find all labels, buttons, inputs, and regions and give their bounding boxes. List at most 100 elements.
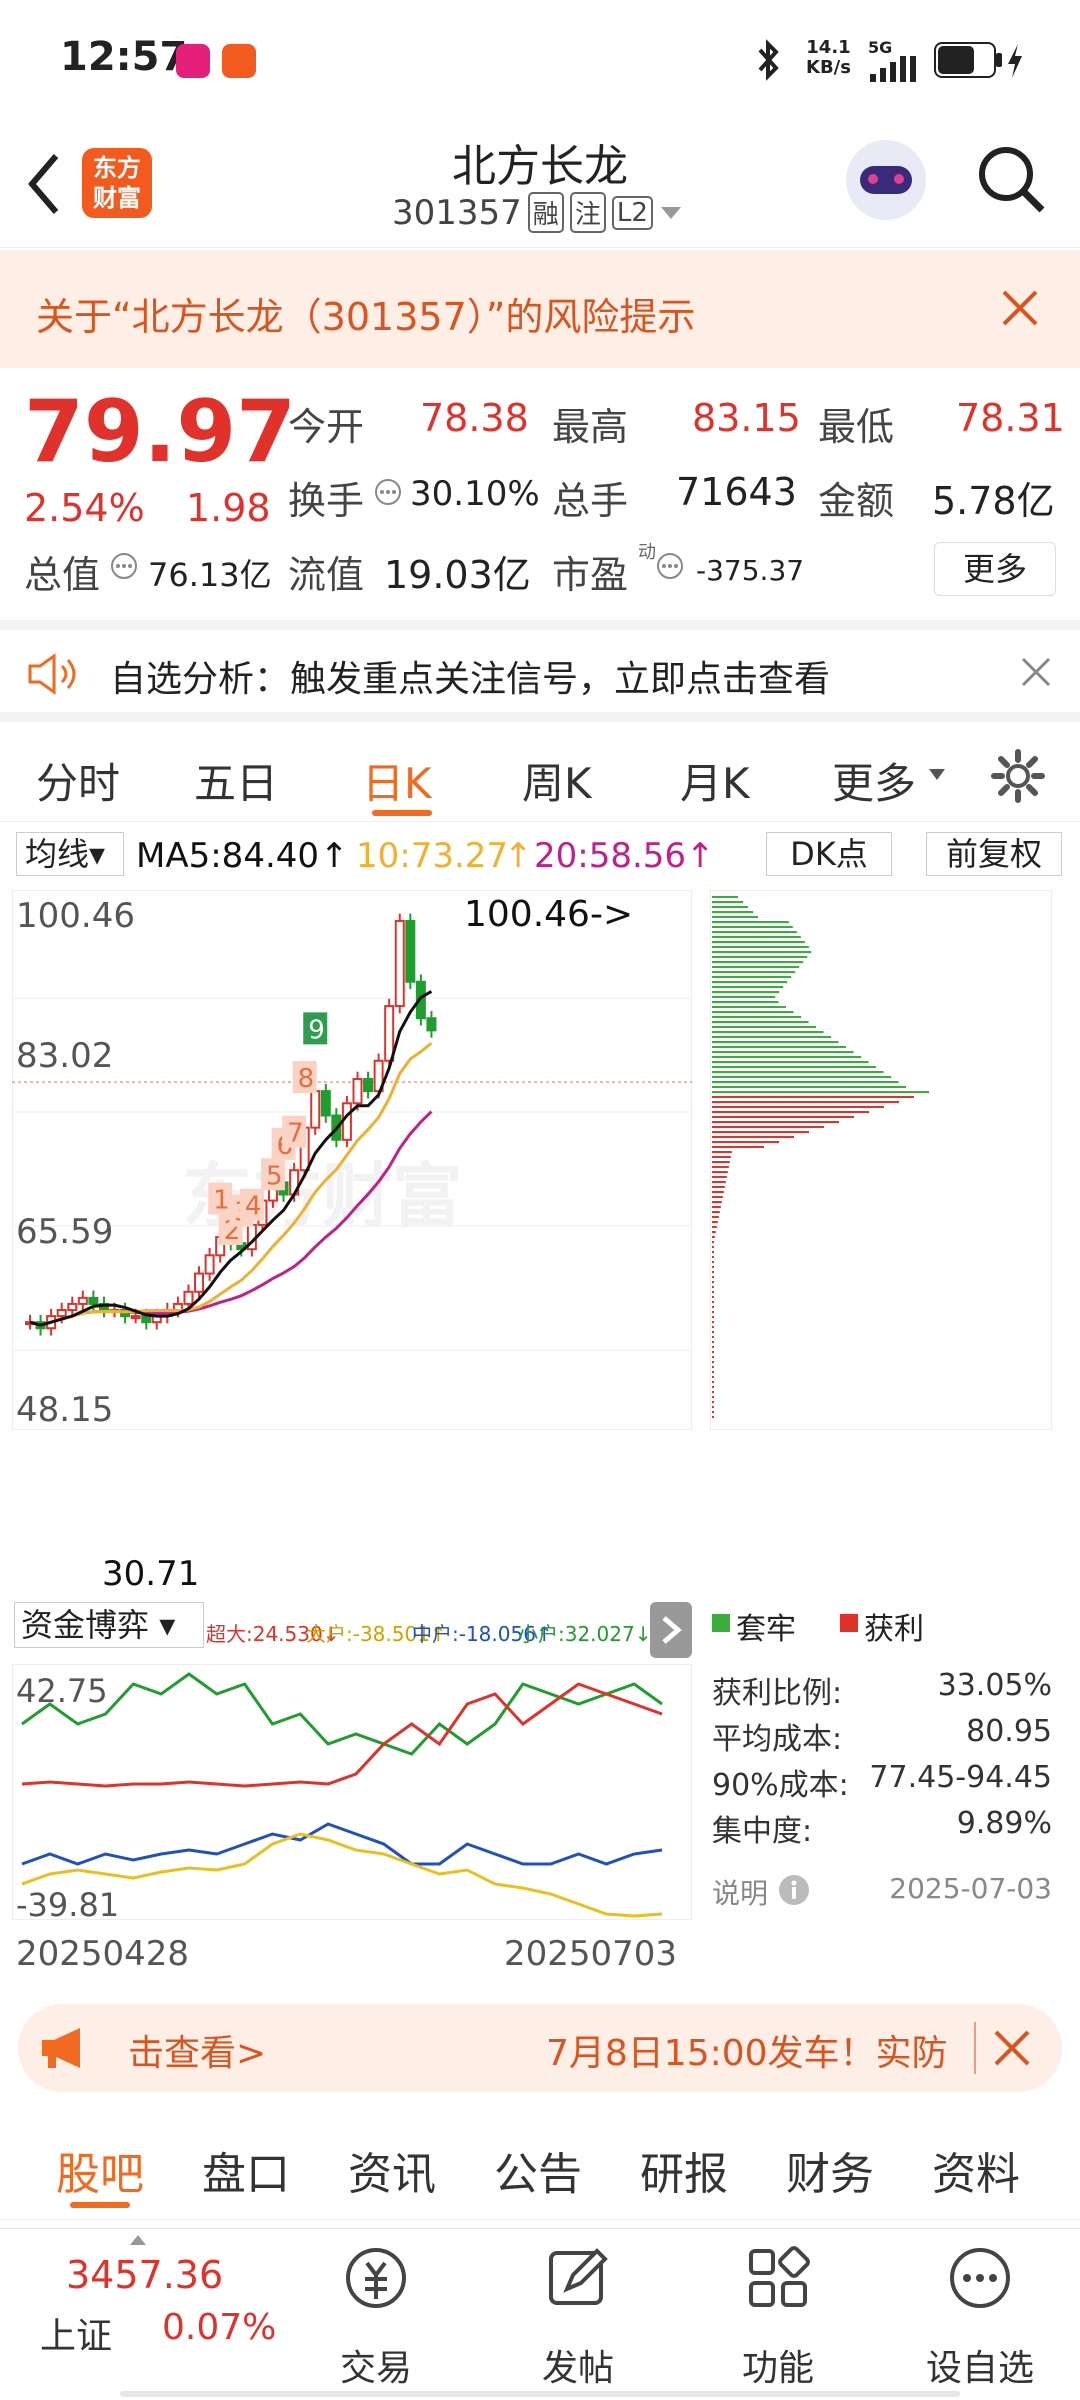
chip-row-label: 90%成本: — [712, 1768, 849, 1803]
gesture-bar — [120, 2391, 960, 2397]
chip-bar — [712, 1276, 714, 1278]
candle — [363, 1078, 374, 1093]
analysis-notice[interactable]: 自选分析：触发重点关注信号，立即点击查看 — [0, 620, 1080, 722]
kline-chart[interactable]: 东方财富 123456789 — [12, 890, 692, 1430]
promo-banner[interactable]: 击查看> 7月8日15:00发车！实防 — [18, 2004, 1062, 2092]
fund-flow-select[interactable]: 资金博弈 ▾ — [14, 1602, 204, 1648]
search-icon[interactable] — [976, 144, 1048, 216]
chip-bar — [712, 1391, 714, 1393]
robot-assistant-icon[interactable] — [846, 140, 926, 220]
chip-bar — [712, 916, 758, 918]
tab-forum[interactable]: 股吧 — [56, 2149, 144, 2200]
grid-icon — [749, 2246, 810, 2307]
tab-five-day[interactable]: 五日 — [194, 759, 279, 808]
tab-more[interactable]: 更多 — [832, 759, 917, 808]
tab-monthly-k[interactable]: 月K — [680, 759, 750, 808]
risk-banner-text[interactable]: 关于“北方长龙（301357）”的风险提示 — [36, 295, 696, 339]
brand-logo[interactable]: 东方 财富 — [82, 148, 152, 218]
more-button[interactable]: 更多 — [934, 542, 1056, 596]
chip-bar — [712, 1076, 891, 1078]
tab-order-book[interactable]: 盘口 — [202, 2149, 290, 2200]
flow-y-bottom: -39.81 — [16, 1886, 120, 1924]
change-value: 1.98 — [186, 486, 271, 530]
info-circle-icon[interactable] — [374, 478, 402, 506]
chip-bar — [712, 1286, 714, 1288]
low-value: 78.31 — [956, 396, 1065, 440]
chip-bar — [712, 1061, 869, 1063]
chip-bar — [712, 1161, 730, 1163]
stock-code: 301357 — [392, 192, 522, 233]
risk-banner[interactable]: 关于“北方长龙（301357）”的风险提示 — [0, 250, 1080, 368]
expand-arrow-icon[interactable] — [130, 2235, 146, 2245]
y-axis-label: 100.46 — [16, 896, 135, 936]
chip-bar — [712, 961, 804, 963]
tab-profile[interactable]: 资料 — [932, 2149, 1020, 2200]
app-notification-icon — [176, 44, 210, 78]
close-icon[interactable] — [1020, 656, 1052, 688]
ma-select[interactable]: 均线▾ — [16, 832, 124, 876]
tab-daily-k[interactable]: 日K — [362, 759, 432, 808]
close-icon[interactable] — [1000, 288, 1040, 328]
profit-legend-swatch — [840, 1614, 858, 1632]
app-notification-icon — [222, 44, 256, 78]
notice-text[interactable]: 自选分析：触发重点关注信号，立即点击查看 — [110, 659, 831, 700]
chip-bar — [712, 956, 808, 958]
chip-bar — [712, 1021, 809, 1023]
status-bar: 12:57 14.1 KB/s 5G — [0, 0, 1080, 120]
tab-financials[interactable]: 财务 — [786, 2149, 874, 2200]
chip-bar — [712, 1126, 824, 1128]
chip-bar — [712, 966, 800, 968]
chip-bar — [712, 1266, 714, 1268]
candle — [141, 1315, 152, 1324]
info-circle-icon[interactable] — [110, 552, 138, 580]
index-value[interactable]: 3457.36 — [66, 2253, 224, 2297]
adjust-price-button[interactable]: 前复权 — [926, 832, 1062, 876]
stock-code-row[interactable]: 301357 融 注 L2 — [392, 192, 683, 233]
close-icon[interactable] — [992, 2028, 1032, 2068]
nav-post[interactable]: 发帖 — [518, 2229, 638, 2389]
chip-row-value: 9.89% — [956, 1806, 1052, 1841]
promo-right-text[interactable]: 7月8日15:00发车！实防 — [546, 2033, 948, 2074]
open-label: 今开 — [288, 405, 365, 449]
chip-distribution-chart[interactable] — [710, 890, 1052, 1430]
turnover-label: 换手 — [288, 479, 365, 523]
network-speed: 14.1 KB/s — [806, 37, 851, 78]
ma10-value: 10:73.27 — [356, 836, 509, 876]
candle — [88, 1296, 99, 1305]
promo-left-text[interactable]: 击查看> — [128, 2033, 267, 2074]
nav-trade[interactable]: 交易 — [316, 2229, 436, 2389]
index-change[interactable]: 0.07% — [162, 2307, 277, 2348]
low-label: 最低 — [818, 405, 895, 449]
candle — [405, 919, 416, 983]
chip-bar — [712, 896, 738, 898]
chip-row-value: 80.95 — [966, 1714, 1052, 1749]
fund-flow-chart[interactable] — [12, 1664, 692, 1920]
chip-bar — [712, 1321, 714, 1323]
nav-add-watchlist[interactable]: 设自选 — [920, 2229, 1040, 2389]
index-name[interactable]: 上证 — [40, 2316, 113, 2357]
chip-row-label: 获利比例: — [712, 1676, 843, 1711]
flow-y-top: 42.75 — [16, 1672, 108, 1710]
chip-bar — [712, 1316, 714, 1318]
expand-panel-button[interactable] — [650, 1602, 692, 1658]
back-icon[interactable] — [24, 152, 64, 216]
tab-announcements[interactable]: 公告 — [494, 2149, 582, 2200]
gear-icon[interactable] — [990, 748, 1046, 804]
nav-functions[interactable]: 功能 — [718, 2229, 838, 2389]
dk-point-button[interactable]: DK点 — [766, 832, 892, 876]
clock: 12:57 — [60, 34, 188, 80]
tab-research[interactable]: 研报 — [640, 2149, 728, 2200]
tab-intraday[interactable]: 分时 — [36, 759, 121, 808]
chip-bar — [712, 1271, 714, 1273]
medium-holder-line — [21, 1822, 663, 1866]
info-circle-icon[interactable] — [656, 552, 684, 580]
chip-bar — [712, 911, 753, 913]
tab-weekly-k[interactable]: 周K — [522, 759, 592, 808]
chip-bar — [712, 996, 776, 998]
explain-link[interactable]: 说明 — [712, 1877, 769, 1910]
info-icon[interactable] — [778, 1874, 810, 1906]
chip-bar — [712, 1026, 816, 1028]
chip-bar — [712, 1296, 714, 1298]
chip-bar — [712, 1386, 714, 1388]
tab-news[interactable]: 资讯 — [348, 2149, 436, 2200]
